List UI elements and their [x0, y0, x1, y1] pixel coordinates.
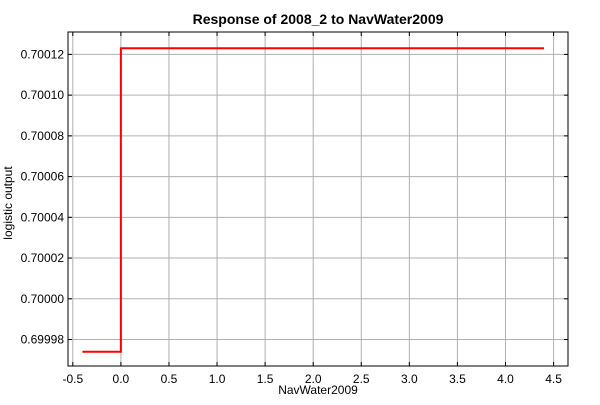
x-tick-label: 4.5 — [545, 372, 562, 386]
y-tick-label: 0.70002 — [21, 251, 65, 265]
x-tick-label: 1.0 — [209, 372, 226, 386]
y-tick-label: 0.70000 — [21, 292, 65, 306]
plot-frame — [67, 31, 569, 367]
x-tick-label: 1.5 — [257, 372, 274, 386]
x-tick-label: 0.0 — [113, 372, 130, 386]
x-tick-label: 3.0 — [401, 372, 418, 386]
plot-series — [82, 47, 544, 353]
x-tick-label: 2.5 — [353, 372, 370, 386]
chart-title: Response of 2008_2 to NavWater2009 — [193, 11, 444, 27]
x-tick-label: 2.0 — [305, 372, 322, 386]
y-tick-label: 0.70006 — [21, 170, 65, 184]
y-tick-label: 0.70010 — [21, 88, 65, 102]
y-tick-label: 0.70012 — [21, 47, 65, 61]
x-tick-label: 4.0 — [497, 372, 514, 386]
grid-lines — [68, 32, 568, 366]
x-axis-label: NavWater2009 — [278, 383, 358, 397]
axis-ticks: -0.5 0.0 0.5 1.0 1.5 2.0 2.5 3.0 3.5 4.0 4.5 0.6999… — [21, 32, 568, 386]
y-tick-label: 0.70004 — [21, 210, 65, 224]
y-axis-label: logistic output — [1, 166, 15, 240]
x-tick-label: 3.5 — [449, 372, 466, 386]
y-tick-label: 0.69998 — [21, 333, 65, 347]
x-tick-label: 0.5 — [161, 372, 178, 386]
y-tick-label: 0.70008 — [21, 129, 65, 143]
series-line-0 — [82, 47, 544, 353]
x-tick-label: -0.5 — [62, 372, 83, 386]
